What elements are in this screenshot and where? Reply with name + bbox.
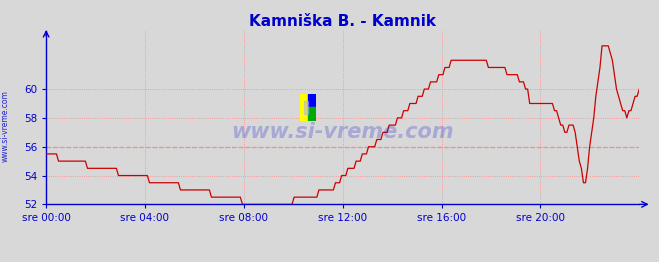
Bar <box>300 94 308 121</box>
Title: Kamniška B. - Kamnik: Kamniška B. - Kamnik <box>249 14 436 29</box>
Bar <box>308 107 316 121</box>
Text: www.si-vreme.com: www.si-vreme.com <box>231 122 454 142</box>
Text: www.si-vreme.com: www.si-vreme.com <box>1 90 10 162</box>
Bar <box>304 101 308 114</box>
Bar <box>308 94 316 107</box>
